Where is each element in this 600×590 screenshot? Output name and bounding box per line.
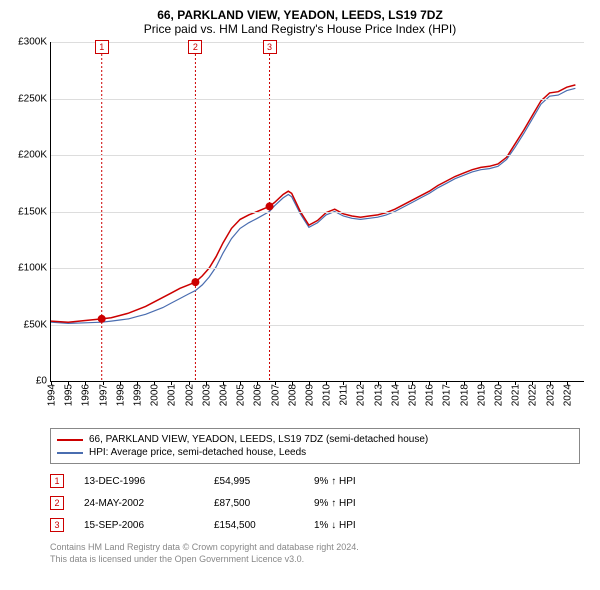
transaction-price: £154,500 [214, 520, 314, 531]
legend-label: 66, PARKLAND VIEW, YEADON, LEEDS, LS19 7… [89, 434, 428, 445]
x-axis-label: 2009 [302, 384, 315, 406]
gridline [51, 325, 584, 326]
transaction-number-box: 2 [50, 496, 64, 510]
transaction-marker-1: 1 [95, 40, 109, 54]
chart-subtitle: Price paid vs. HM Land Registry's House … [10, 22, 590, 36]
transaction-hpi: 9% ↑ HPI [314, 476, 356, 487]
y-axis-label: £250K [18, 93, 51, 104]
y-axis-label: £200K [18, 150, 51, 161]
footer-line-1: Contains HM Land Registry data © Crown c… [50, 542, 580, 554]
chart-area: £0£50K£100K£150K£200K£250K£300K199419951… [50, 42, 584, 382]
x-axis-label: 2014 [388, 384, 401, 406]
legend-swatch [57, 452, 83, 454]
transaction-row: 3 15-SEP-2006£154,5001% ↓ HPI [50, 514, 580, 536]
transaction-hpi: 1% ↓ HPI [314, 520, 356, 531]
x-axis-label: 2000 [148, 384, 161, 406]
chart-title: 66, PARKLAND VIEW, YEADON, LEEDS, LS19 7… [10, 8, 590, 22]
legend-label: HPI: Average price, semi-detached house,… [89, 447, 306, 458]
legend-swatch [57, 439, 83, 441]
x-axis-label: 1994 [45, 384, 58, 406]
plot-area: £0£50K£100K£150K£200K£250K£300K199419951… [50, 42, 584, 382]
gridline [51, 99, 584, 100]
transaction-number-box: 3 [50, 518, 64, 532]
gridline [51, 268, 584, 269]
x-axis-label: 2024 [560, 384, 573, 406]
x-axis-label: 2021 [509, 384, 522, 406]
transaction-point [191, 278, 199, 286]
x-axis-label: 2007 [268, 384, 281, 406]
x-axis-label: 2013 [371, 384, 384, 406]
transaction-date: 13-DEC-1996 [84, 476, 214, 487]
x-axis-label: 2005 [234, 384, 247, 406]
gridline [51, 42, 584, 43]
footer-line-2: This data is licensed under the Open Gov… [50, 554, 580, 566]
x-axis-label: 2010 [320, 384, 333, 406]
transaction-row: 2 24-MAY-2002£87,5009% ↑ HPI [50, 492, 580, 514]
legend-item: HPI: Average price, semi-detached house,… [57, 446, 573, 459]
x-axis-label: 2011 [337, 384, 350, 406]
property-series-line [51, 85, 575, 322]
transaction-hpi: 9% ↑ HPI [314, 498, 356, 509]
transaction-date: 15-SEP-2006 [84, 520, 214, 531]
x-axis-label: 1998 [113, 384, 126, 406]
y-axis-label: £50K [24, 319, 51, 330]
x-axis-label: 2020 [492, 384, 505, 406]
x-axis-label: 2017 [440, 384, 453, 406]
x-axis-label: 1996 [79, 384, 92, 406]
x-axis-label: 2015 [406, 384, 419, 406]
transaction-date: 24-MAY-2002 [84, 498, 214, 509]
transaction-price: £54,995 [214, 476, 314, 487]
transaction-point [98, 315, 106, 323]
x-axis-label: 2008 [285, 384, 298, 406]
transaction-point [266, 202, 274, 210]
x-axis-label: 2006 [251, 384, 264, 406]
y-axis-label: £100K [18, 263, 51, 274]
gridline [51, 155, 584, 156]
transaction-marker-2: 2 [188, 40, 202, 54]
transaction-number-box: 1 [50, 474, 64, 488]
legend: 66, PARKLAND VIEW, YEADON, LEEDS, LS19 7… [50, 428, 580, 464]
x-axis-label: 1995 [62, 384, 75, 406]
transactions-table: 1 13-DEC-1996£54,9959% ↑ HPI 2 24-MAY-2002£… [50, 470, 580, 536]
x-axis-label: 1999 [130, 384, 143, 406]
x-axis-label: 1997 [96, 384, 109, 406]
hpi-series-line [51, 88, 575, 323]
footer-attribution: Contains HM Land Registry data © Crown c… [50, 542, 580, 565]
x-axis-label: 2002 [182, 384, 195, 406]
x-axis-label: 2019 [474, 384, 487, 406]
x-axis-label: 2012 [354, 384, 367, 406]
gridline [51, 212, 584, 213]
x-axis-label: 2003 [199, 384, 212, 406]
y-axis-label: £150K [18, 206, 51, 217]
x-axis-label: 2022 [526, 384, 539, 406]
x-axis-label: 2001 [165, 384, 178, 406]
y-axis-label: £300K [18, 37, 51, 48]
transaction-marker-3: 3 [263, 40, 277, 54]
x-axis-label: 2004 [216, 384, 229, 406]
x-axis-label: 2023 [543, 384, 556, 406]
x-axis-label: 2018 [457, 384, 470, 406]
x-axis-label: 2016 [423, 384, 436, 406]
transaction-row: 1 13-DEC-1996£54,9959% ↑ HPI [50, 470, 580, 492]
legend-item: 66, PARKLAND VIEW, YEADON, LEEDS, LS19 7… [57, 433, 573, 446]
transaction-price: £87,500 [214, 498, 314, 509]
